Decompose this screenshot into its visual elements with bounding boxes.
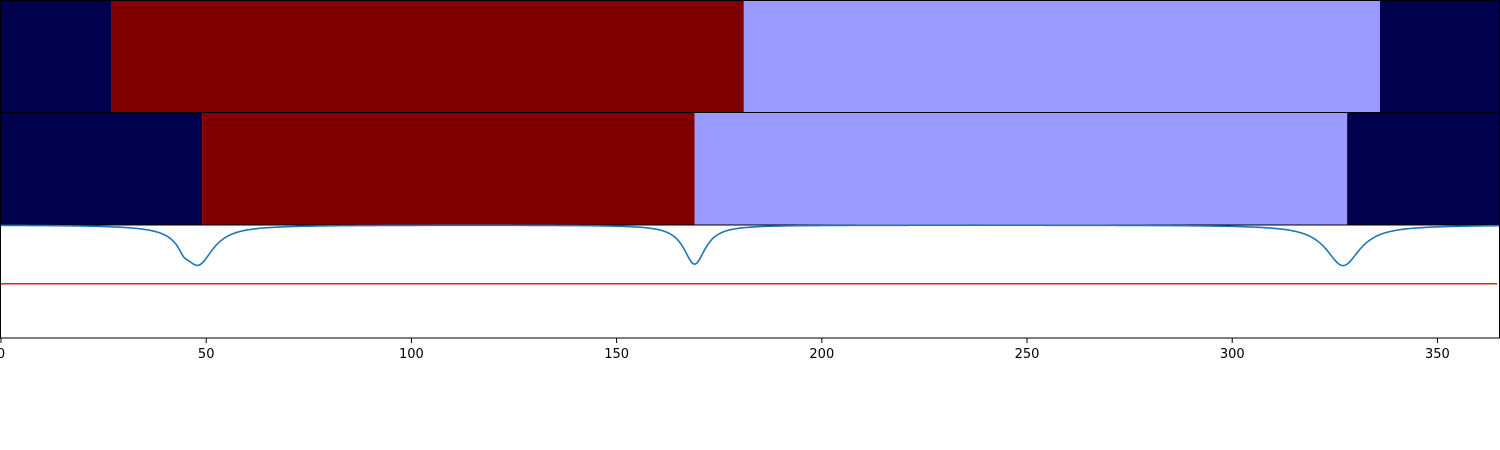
x-tick-label-100: 100: [399, 347, 424, 362]
x-axis: 0 50 100 150 200 250 300 350: [0, 338, 1450, 362]
x-tick-label-50: 50: [198, 347, 215, 362]
signal-panel: [0, 224, 1500, 339]
track-1-segment-0: [1, 113, 203, 225]
segment-track-bottom: [1, 113, 1499, 225]
x-tick-label-0: 0: [0, 347, 5, 362]
signal-series-line: [0, 224, 1500, 267]
x-tick-label-150: 150: [604, 347, 629, 362]
x-tick-label-300: 300: [1220, 347, 1245, 362]
track-1-segment-3: [1347, 113, 1499, 225]
track-1-segment-1: [202, 113, 695, 225]
segment-track-top: [1, 1, 1499, 112]
x-tick-label-200: 200: [809, 347, 834, 362]
track-0-segment-3: [1379, 1, 1499, 112]
x-tick-label-350: 350: [1425, 347, 1450, 362]
track-1-segment-2: [694, 113, 1348, 225]
signal-panel-frame: [0, 224, 1500, 339]
track-0-segment-2: [743, 1, 1380, 112]
track-0-segment-1: [111, 1, 744, 112]
track-0-segment-0: [1, 1, 112, 112]
x-tick-label-250: 250: [1015, 347, 1040, 362]
